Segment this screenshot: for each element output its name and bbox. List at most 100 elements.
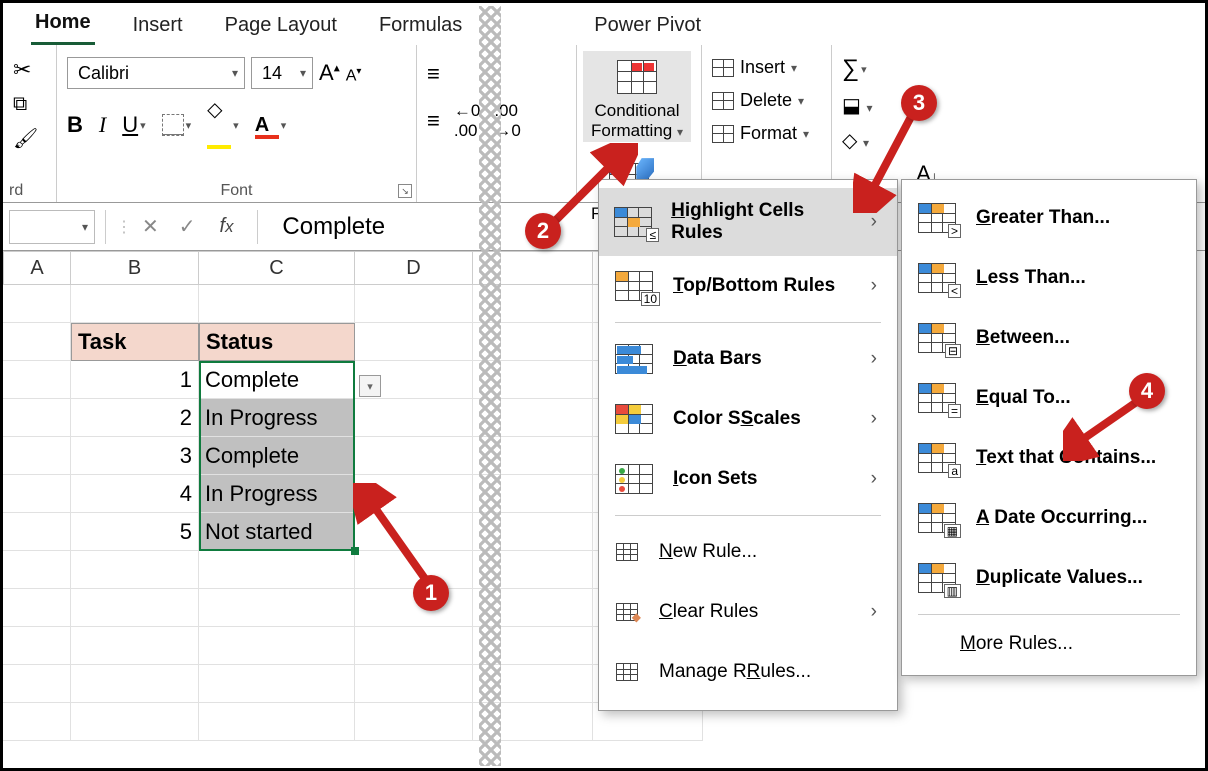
border-button[interactable]: ▾ [162,114,192,136]
col-header-b[interactable]: B [71,251,199,285]
col-header-c[interactable]: C [199,251,355,285]
decrease-decimal-icon[interactable]: ←0.00 [454,101,480,141]
conditional-formatting-icon [617,60,657,94]
menu-top-bottom-rules[interactable]: 10 Top/Bottom Rules › [599,256,897,316]
submenu-date-occurring[interactable]: ▦ A Date Occurring... [902,488,1196,548]
hl-pre: H [671,200,685,221]
submenu-text-contains[interactable]: a Text that Contains... [902,428,1196,488]
menu-new-rule[interactable]: New Rule... [599,522,897,582]
insert-label: Insert [740,57,785,78]
group-font: Calibri ▾ 14 ▾ A▴ A▾ B I U▾ ▾ ▾ A [57,45,417,202]
menu-data-bars[interactable]: Data Bars › [599,329,897,389]
submenu-duplicate-values[interactable]: ▥ Duplicate Values... [902,548,1196,608]
col-header-a[interactable]: A [3,251,71,285]
tb-pre: T [673,275,683,296]
cut-icon[interactable]: ✂ [13,57,31,83]
cell-c-3[interactable]: Complete [199,437,355,475]
tab-home[interactable]: Home [31,5,95,45]
gt-pre: G [976,207,991,228]
is-rest: con Sets [678,468,757,489]
submenu-greater-than[interactable]: > Greater Than... [902,188,1196,248]
cell-b-4[interactable]: 4 [71,475,199,513]
lt-rest: ess Than... [988,267,1086,288]
dropdown-handle[interactable]: ▾ [359,375,381,397]
font-dialog-launcher[interactable]: ↘ [398,184,412,198]
dv-rest: uplicate Values... [990,567,1143,588]
bw-rest: etween... [990,327,1070,348]
clear-button[interactable]: ◇ ▾ [842,128,1012,153]
format-label: Format [740,123,797,144]
underline-button[interactable]: U▾ [122,112,145,138]
tab-page-layout[interactable]: Page Layout [221,8,341,45]
callout-2: 2 [525,213,561,249]
more-pre: M [960,633,976,654]
submenu-less-than[interactable]: < Less Than... [902,248,1196,308]
table-header-status[interactable]: Status [199,323,355,361]
insert-cells-button[interactable]: Insert ▾ [712,53,821,82]
cancel-formula-icon[interactable]: ✕ [132,214,169,239]
chevron-right-icon: › [871,408,877,430]
cf-label1: Conditional [594,101,679,120]
cell-b-5[interactable]: 5 [71,513,199,551]
menu-icon-sets[interactable]: Icon Sets › [599,449,897,509]
db-pre: D [673,348,687,369]
format-painter-icon[interactable]: 🖌 [13,126,38,151]
callout-1: 1 [413,575,449,611]
delete-label: Delete [740,90,792,111]
increase-font-icon[interactable]: A▴ [319,60,340,86]
cell-c-1[interactable]: Complete [199,361,355,399]
font-name-select[interactable]: Calibri ▾ [67,57,245,89]
dt-pre: A [976,507,989,528]
chevron-right-icon: › [871,468,877,490]
cell-c-5[interactable]: Not started [199,513,355,551]
dt-rest: Date Occurring... [989,507,1147,528]
nr-pre: N [659,541,673,562]
cell-c-4[interactable]: In Progress [199,475,355,513]
name-box[interactable]: ▾ [9,210,95,244]
font-size-select[interactable]: 14 ▾ [251,57,313,89]
cell-b-3[interactable]: 3 [71,437,199,475]
bold-button[interactable]: B [67,112,83,138]
menu-highlight-cells-rules[interactable]: ≤ Highlight Cells Rules › [599,188,897,256]
enter-formula-icon[interactable]: ✓ [169,214,206,239]
submenu-more-rules[interactable]: More Rules... [902,621,1196,667]
submenu-between[interactable]: ⊟ Between... [902,308,1196,368]
callout-4: 4 [1129,373,1165,409]
chevron-right-icon: › [871,275,877,297]
font-size-value: 14 [262,63,282,84]
format-cells-button[interactable]: Format ▾ [712,119,821,148]
conditional-formatting-button[interactable]: ConditionalFormatting ▾ [583,51,691,142]
clipboard-label: rd [3,182,56,200]
copy-icon[interactable]: ⧉ [13,93,27,116]
tb-rest: op/Bottom Rules [683,275,835,296]
font-color-button[interactable]: A▾ [255,111,287,139]
cell-b-2[interactable]: 2 [71,399,199,437]
chevron-right-icon: › [871,601,877,623]
tab-formulas[interactable]: Formulas [375,8,466,45]
col-header-d[interactable]: D [355,251,473,285]
tab-insert[interactable]: Insert [129,8,187,45]
menu-color-scales[interactable]: Color SScalescales › [599,389,897,449]
tab-power-pivot[interactable]: Power Pivot [590,8,705,45]
autosum-button[interactable]: ∑ ▾ [842,55,1012,83]
selection-handle[interactable] [351,547,359,555]
align-bottom-icon[interactable]: ≡ [427,108,440,134]
cell-b-1[interactable]: 1 [71,361,199,399]
delete-cells-button[interactable]: Delete ▾ [712,86,821,115]
formula-bar-value[interactable]: Complete [268,213,385,241]
fill-color-button[interactable]: ▾ [207,101,239,149]
bw-pre: B [976,327,990,348]
align-left-icon[interactable]: ≡ [427,61,440,87]
decrease-font-icon[interactable]: A▾ [346,66,362,85]
menu-clear-rules[interactable]: ◆ Clear Rules › [599,582,897,642]
table-header-task[interactable]: Task [71,323,199,361]
eq-rest: qual To... [989,387,1071,408]
chevron-down-icon: ▾ [300,66,306,80]
fx-icon[interactable]: fx [206,215,248,238]
menu-manage-rules[interactable]: Manage RRules... [599,642,897,702]
cf-label2: Formatting [591,121,672,140]
tc-rest: ext that Contains... [986,447,1156,468]
italic-button[interactable]: I [99,112,106,138]
cell-c-2[interactable]: In Progress [199,399,355,437]
callout-3: 3 [901,85,937,121]
